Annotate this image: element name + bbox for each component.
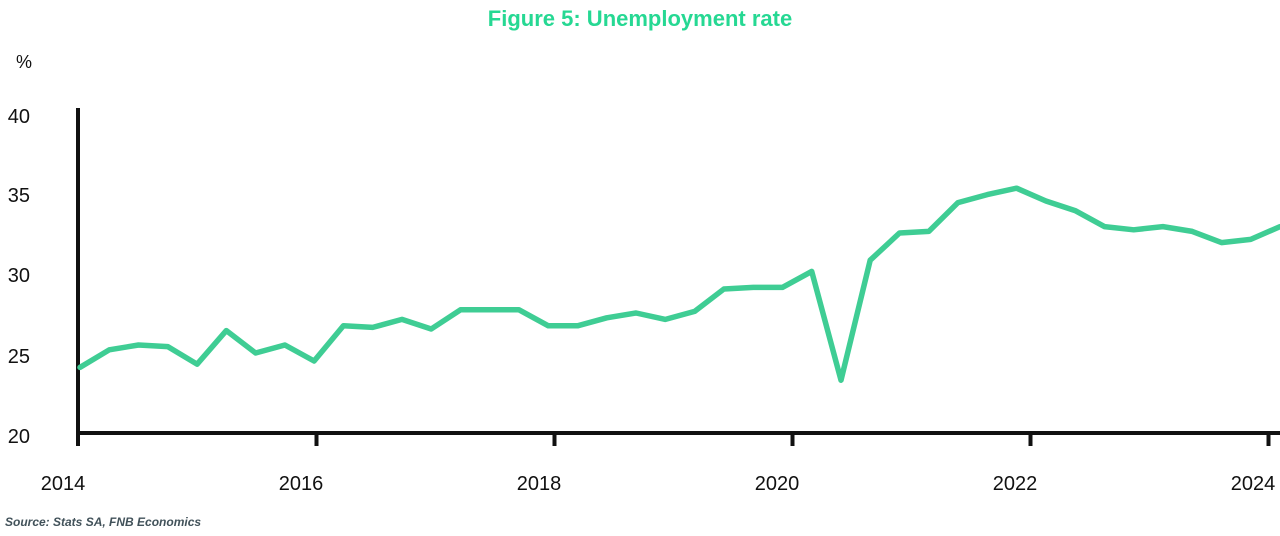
y-tick-label-25: 25 — [7, 346, 30, 368]
x-tick-mark-2024 — [1266, 435, 1271, 446]
y-tick-label-30: 30 — [7, 265, 30, 287]
x-tick-mark-2016 — [314, 435, 319, 446]
unemployment-line — [77, 185, 1280, 383]
x-tick-label-2016: 2016 — [278, 473, 324, 495]
y-axis-unit-label: % — [16, 52, 33, 72]
y-tick-label-40: 40 — [7, 106, 30, 128]
y-tick-label-20: 20 — [7, 426, 30, 448]
x-tick-label-2024: 2024 — [1230, 473, 1276, 495]
chart-title: Figure 5: Unemployment rate — [487, 6, 793, 31]
x-tick-mark-2020 — [790, 435, 795, 446]
x-tick-mark-2022 — [1028, 435, 1033, 446]
x-tick-label-2014: 2014 — [40, 473, 86, 495]
x-tick-label-2022: 2022 — [992, 473, 1038, 495]
x-tick-mark-2018 — [552, 435, 557, 446]
y-axis-line — [76, 108, 80, 446]
x-tick-label-2018: 2018 — [516, 473, 562, 495]
x-axis-line — [76, 431, 1280, 435]
source-note: Source: Stats SA, FNB Economics — [5, 515, 202, 529]
x-tick-label-2020: 2020 — [754, 473, 800, 495]
y-tick-label-35: 35 — [7, 185, 30, 207]
